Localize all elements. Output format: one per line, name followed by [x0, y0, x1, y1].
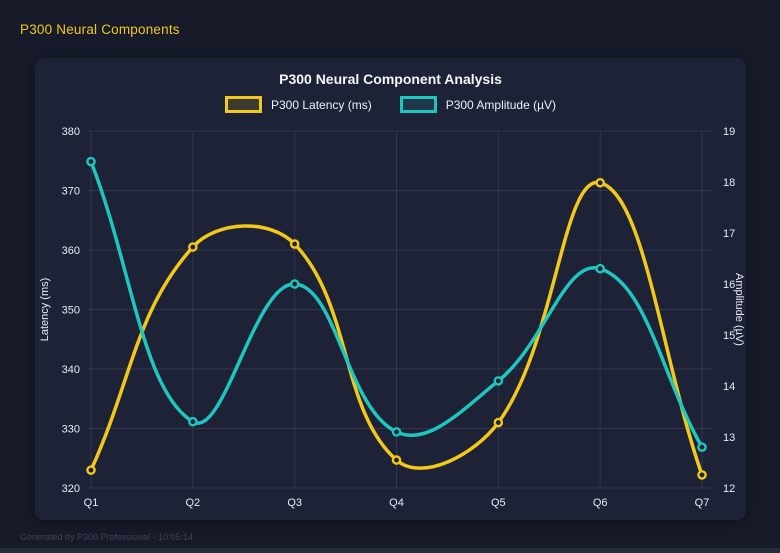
right-tick-label: 16: [723, 279, 735, 291]
chart-svg: 380 370 360 350 340 330 320 19 18 17 16 15 14 13 12 Q1 Q…: [39, 126, 745, 509]
right-tick-label: 17: [723, 228, 735, 240]
left-axis-title: Latency (ms): [39, 278, 51, 342]
left-tick-label: 360: [62, 245, 80, 257]
left-tick-label: 370: [62, 186, 80, 198]
left-tick-label: 380: [62, 126, 80, 138]
x-category-label: Q5: [491, 497, 506, 509]
legend-label: P300 Latency (ms): [270, 97, 372, 112]
legend-item-amplitude[interactable]: P300 Amplitude (µV): [399, 96, 557, 113]
amplitude-point-Q6: [595, 263, 605, 274]
amplitude-point-Q5: [493, 376, 504, 386]
latency-point-Q7: [697, 470, 707, 480]
latency-point-Q1: [86, 465, 96, 475]
right-tick-label: 19: [723, 126, 735, 138]
latency-point-Q4: [391, 455, 402, 465]
right-tick-label: 13: [723, 432, 735, 444]
left-tick-label: 330: [62, 424, 80, 436]
amplitude-point-Q1: [86, 156, 96, 167]
right-tick-label: 14: [723, 381, 735, 393]
right-axis-title: Amplitude (µV): [733, 273, 745, 346]
latency-point-Q3: [289, 239, 300, 249]
x-category-label: Q1: [84, 497, 99, 509]
right-tick-label: 18: [723, 177, 735, 189]
x-category-label: Q6: [593, 497, 608, 509]
amplitude-point-Q3: [289, 279, 300, 289]
legend-item-latency[interactable]: P300 Latency (ms): [224, 96, 372, 113]
legend-swatch-icon: [224, 96, 262, 113]
latency-point-Q2: [188, 242, 198, 252]
bottom-edge: [0, 548, 780, 553]
latency-point-Q5: [493, 417, 504, 428]
amplitude-point-Q4: [391, 427, 402, 437]
x-category-label: Q3: [287, 497, 302, 509]
amplitude-point-Q2: [188, 416, 198, 427]
left-tick-label: 340: [62, 364, 80, 376]
x-category-label: Q4: [389, 497, 404, 509]
x-category-label: Q7: [695, 497, 710, 509]
page-title: P300 Neural Components: [20, 22, 180, 37]
chart-legend: P300 Latency (ms) P300 Amplitude (µV): [35, 96, 746, 113]
generated-by-footer: Generated by P300 Professional - 10:05:1…: [20, 532, 194, 542]
legend-label: P300 Amplitude (µV): [445, 97, 557, 112]
left-tick-label: 320: [62, 483, 80, 495]
chart-title: P300 Neural Component Analysis: [279, 71, 502, 87]
latency-point-Q6: [595, 177, 605, 188]
right-tick-label: 15: [723, 330, 735, 342]
legend-swatch-icon: [399, 96, 437, 113]
amplitude-point-Q7: [697, 442, 707, 453]
x-category-label: Q2: [185, 497, 200, 509]
chart-panel: P300 Neural Component Analysis 380 370 360…: [35, 58, 746, 520]
right-tick-label: 12: [723, 483, 735, 495]
left-tick-label: 350: [62, 305, 80, 317]
